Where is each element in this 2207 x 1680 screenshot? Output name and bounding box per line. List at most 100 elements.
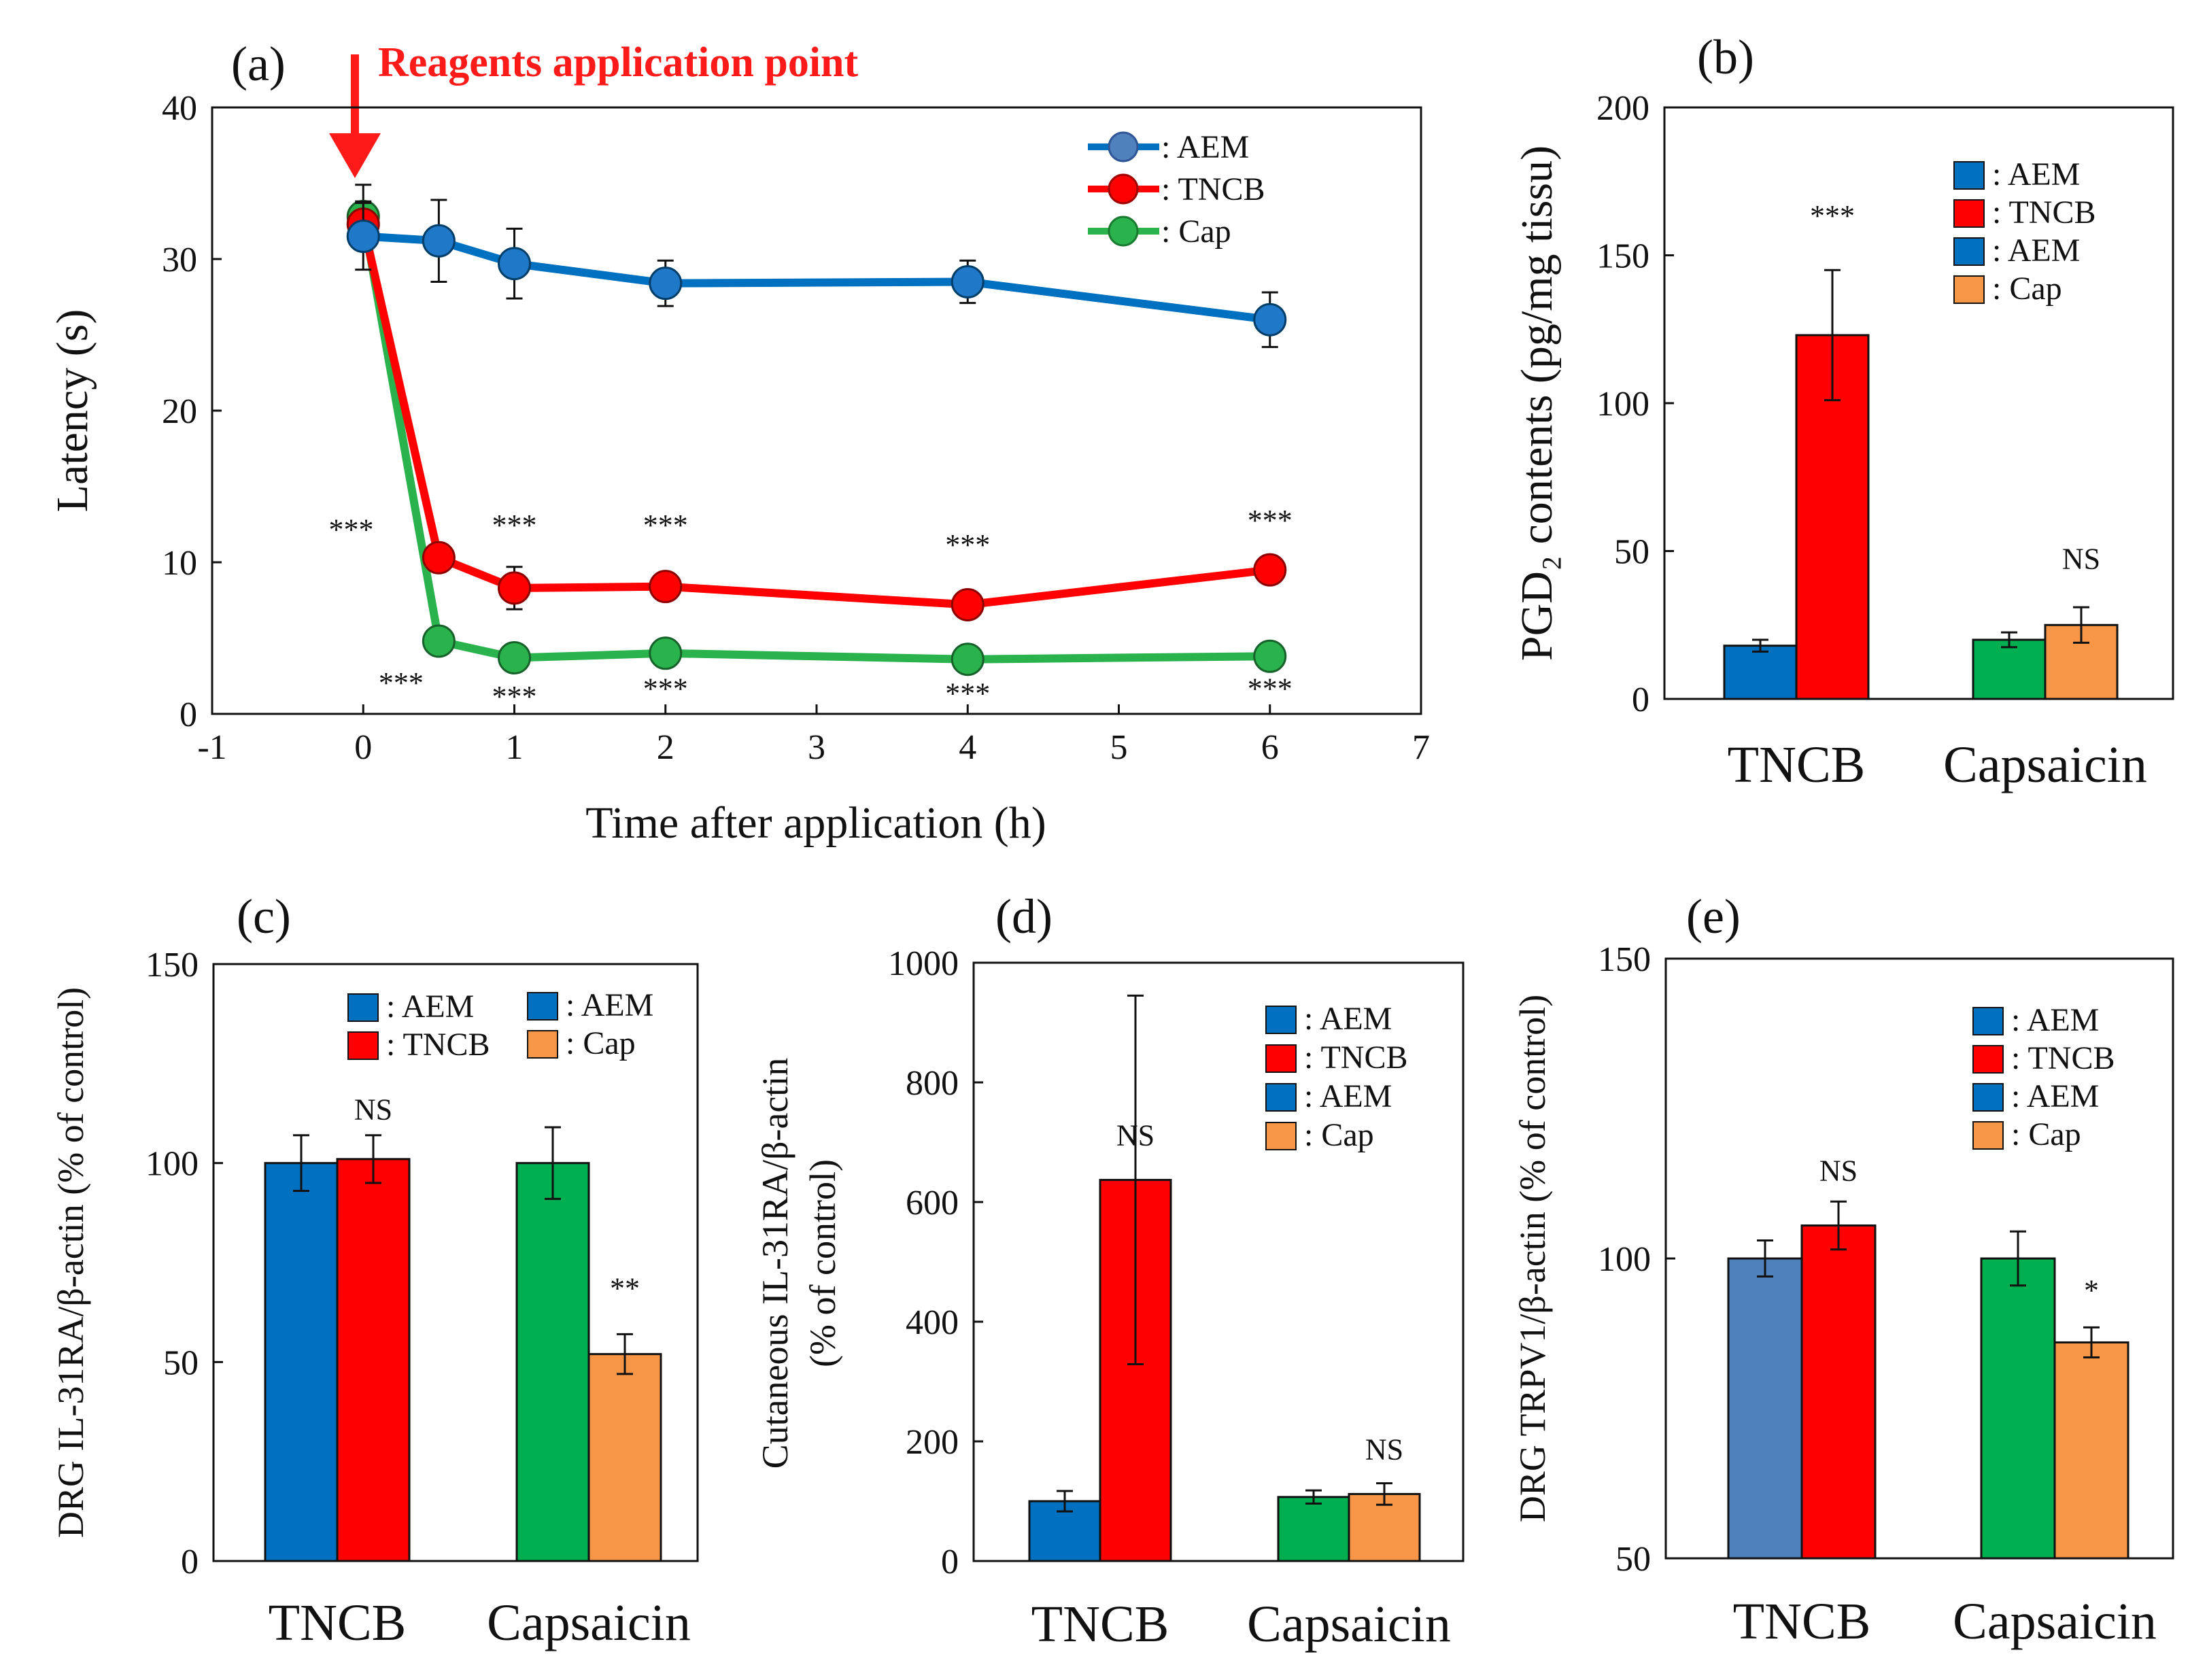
bar-cap_bar [589, 1354, 661, 1561]
significance-marker: *** [1810, 199, 1855, 233]
significance-marker: NS [2062, 543, 2100, 576]
y-tick-label: 600 [906, 1184, 959, 1222]
bar-cap_bar [2055, 1342, 2128, 1558]
panel-b-plot-frame [1664, 107, 2173, 699]
y-tick-label: 0 [181, 1543, 199, 1581]
figure: (a) Reagents application point 010203040… [0, 0, 2207, 1680]
y-tick-label: 100 [146, 1145, 199, 1184]
significance-marker: *** [1248, 504, 1293, 537]
data-point-aem [1254, 304, 1286, 335]
legend-swatch-tncb [348, 1032, 378, 1059]
significance-marker: *** [492, 509, 537, 542]
panel-d: (d) 0 200 400 600 800 1000 NS NS TNCB Capsaicin… [755, 889, 1463, 1653]
panel-d-y-label-2: (% of control) [802, 1159, 843, 1367]
legend-swatch-tncb [1954, 200, 1984, 227]
y-tick-label: 20 [162, 392, 197, 431]
data-point-aem [347, 221, 379, 252]
panel-b-legend: : AEM: TNCB: AEM: Cap [1954, 156, 2095, 307]
legend-label: : Cap [1992, 271, 2062, 307]
panel-a-significance: *** *** *** *** *** *** *** *** *** *** [328, 504, 1292, 713]
y-tick-label: 800 [906, 1064, 959, 1103]
panel-c-legend: : AEM: TNCB: AEM: Cap [348, 987, 653, 1063]
bar-tncb [337, 1159, 409, 1561]
significance-marker: *** [643, 509, 688, 542]
legend-label: : TNCB [2011, 1040, 2115, 1076]
legend-label: : TNCB [1992, 194, 2095, 230]
bar-capsaicin_bar [1278, 1497, 1349, 1561]
panel-c-bars [265, 1127, 661, 1561]
significance-marker: * [2084, 1274, 2099, 1307]
legend-swatch-cap_bar [1973, 1122, 2003, 1149]
category-label: TNCB [1728, 736, 1866, 793]
y-tick-label: 100 [1598, 1240, 1651, 1279]
panel-a-x-label: Time after application (h) [585, 798, 1046, 848]
data-point-cap [952, 644, 983, 675]
legend-label: : AEM [2011, 1002, 2099, 1038]
legend-label: : TNCB [1304, 1040, 1407, 1076]
y-tick-label: 0 [1632, 681, 1649, 719]
data-point-aem [499, 248, 530, 279]
legend-label: : Cap [2011, 1116, 2081, 1152]
legend-swatch-cap_bar [528, 1031, 558, 1058]
legend-swatch-aem [1973, 1084, 2003, 1111]
category-label: Capsaicin [487, 1594, 691, 1651]
data-point-tncb [952, 589, 983, 620]
bar-aem [1724, 646, 1796, 699]
panel-d-label: (d) [995, 889, 1053, 944]
y-tick-label: 0 [179, 696, 197, 734]
series-tncb [347, 201, 1286, 620]
x-tick-label: 7 [1412, 728, 1430, 767]
legend-cap-label: : Cap [1161, 213, 1231, 250]
panel-d-categories: TNCB Capsaicin [1031, 1596, 1451, 1653]
legend-label: : TNCB [386, 1027, 490, 1063]
data-point-aem [952, 266, 983, 297]
legend-aem-marker [1109, 133, 1137, 161]
x-tick-label: 6 [1261, 728, 1279, 767]
category-label: Capsaicin [1943, 736, 2147, 793]
panel-c-y-axis: 0 50 100 150 [146, 946, 223, 1581]
data-point-aem [650, 268, 681, 299]
panel-e-categories: TNCB Capsaicin [1733, 1593, 2157, 1650]
panel-b-bars [1724, 270, 2117, 699]
data-point-tncb [650, 571, 681, 602]
panel-c: (c) 050100150 NS** TNCB Capsaicin DRG IL-… [50, 889, 698, 1651]
y-tick-label: 40 [162, 89, 197, 128]
bar-capsaicin_bar [517, 1163, 589, 1561]
category-label: TNCB [1031, 1596, 1169, 1653]
panel-c-y-label: DRG IL-31RA/β-actin (% of control) [50, 987, 91, 1538]
significance-marker: *** [643, 672, 688, 706]
legend-swatch-cap_bar [1266, 1122, 1296, 1150]
y-tick-label: 30 [162, 241, 197, 279]
panel-a-y-label: Latency (s) [48, 309, 97, 513]
legend-label: : AEM [566, 987, 653, 1023]
x-tick-label: 2 [657, 728, 674, 767]
significance-marker: NS [1116, 1118, 1154, 1152]
panel-e-legend: : AEM: TNCB: AEM: Cap [1973, 1002, 2115, 1152]
y-tick-label: 0 [941, 1543, 959, 1581]
significance-marker: *** [492, 680, 537, 713]
panel-e-bars [1728, 1201, 2128, 1558]
legend-swatch-aem [1266, 1006, 1296, 1033]
bar-capsaicin_bar [1981, 1258, 2055, 1558]
significance-marker: NS [354, 1093, 392, 1126]
panel-d-y-label: Cutaneous IL-31RA/β-actin [755, 1058, 795, 1469]
category-label: Capsaicin [1953, 1593, 2157, 1650]
significance-marker: *** [328, 513, 373, 547]
panel-a-label: (a) [231, 37, 286, 91]
panel-a: (a) Reagents application point 010203040… [48, 37, 1430, 848]
panel-b-y-label: PGD₂ contents (pg/mg tissu) [1512, 145, 1562, 661]
panel-c-label: (c) [237, 889, 291, 944]
panel-e-label: (e) [1686, 889, 1741, 944]
legend-swatch-tncb [1973, 1046, 2003, 1073]
legend-cap-marker [1109, 217, 1137, 245]
significance-marker: *** [945, 528, 990, 562]
data-point-tncb [499, 572, 530, 604]
data-point-cap [1254, 640, 1286, 672]
bar-capsaicin_bar [1973, 640, 2045, 699]
arrow-head [329, 133, 381, 178]
y-tick-label: 200 [1596, 89, 1649, 128]
annotation-application-point: Reagents application point [378, 39, 859, 86]
legend-swatch-aem [1954, 162, 1984, 189]
y-tick-label: 150 [1596, 237, 1649, 276]
panel-a-legend: : AEM : TNCB : Cap [1088, 129, 1265, 250]
